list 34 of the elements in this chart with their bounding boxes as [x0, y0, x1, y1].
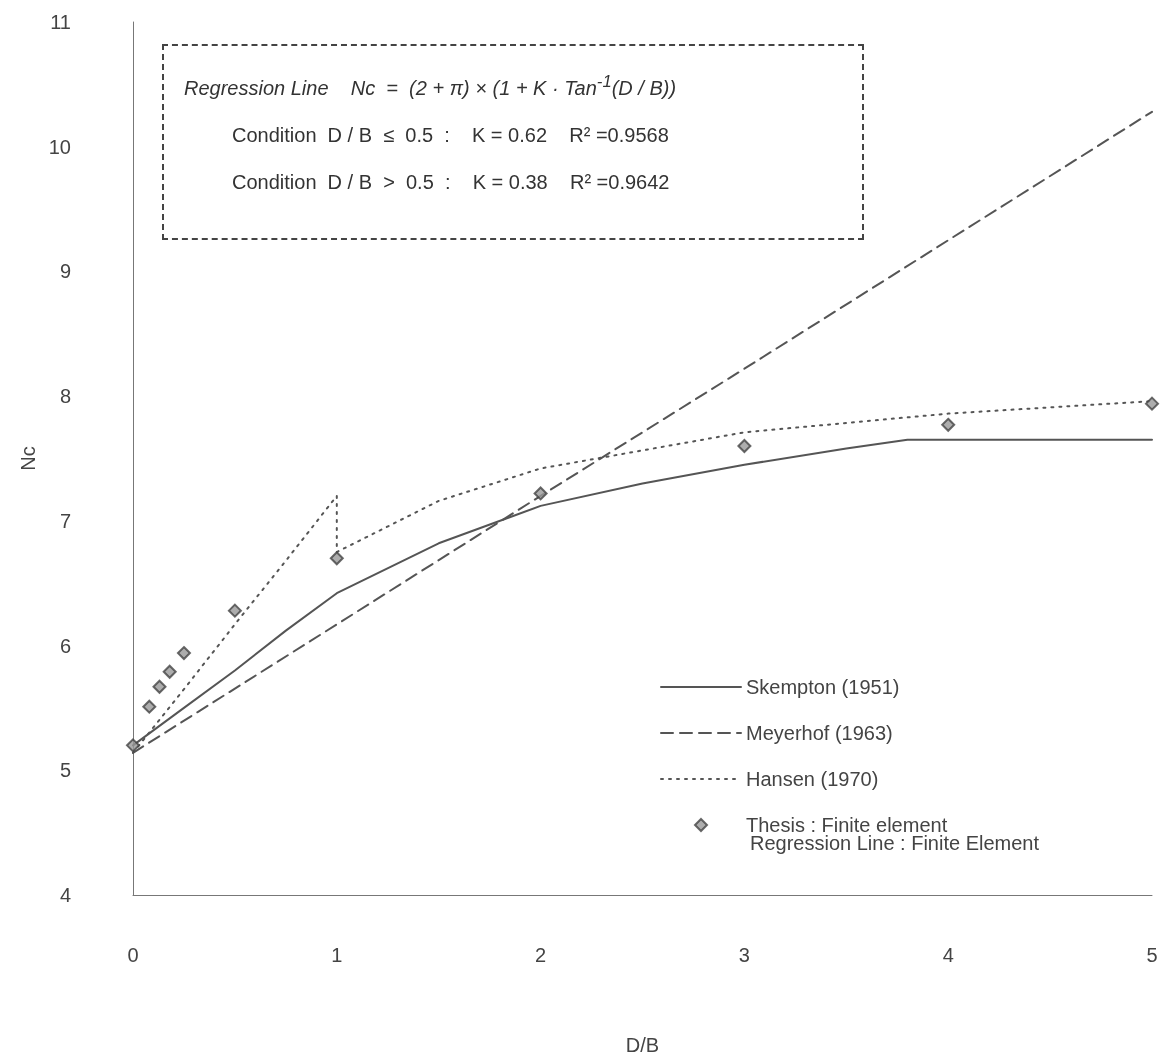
annotation: Condition D / B ≤ 0.5 : K = 0.62 R² =0.9568 — [231, 123, 670, 147]
x-tick-label: 3 — [738, 944, 750, 966]
y-axis-title: Nc — [16, 446, 39, 471]
y-tick-label: 5 — [59, 759, 71, 782]
x-tick-label: 0 — [127, 944, 139, 966]
point — [176, 646, 191, 661]
y-tick-label: 11 — [50, 11, 71, 33]
x-tick-label: 5 — [1146, 944, 1158, 966]
x-tick-label: 4 — [942, 944, 954, 966]
y-tick-label: 9 — [59, 260, 71, 283]
x-axis-title: D/B — [625, 1034, 660, 1056]
point — [152, 679, 167, 694]
legend-label: Skempton (1951) — [746, 676, 900, 698]
point — [126, 738, 140, 753]
annotation: Regression Line Nc = (2 + π) × (1 + K · Tan$^{-1}$(D / B)) — [184, 72, 678, 100]
point — [533, 486, 548, 501]
point — [737, 439, 752, 454]
x-tick-label: 1 — [331, 944, 343, 966]
point — [329, 551, 344, 566]
y-tick-label: 7 — [59, 509, 71, 532]
point — [227, 603, 242, 618]
equation-box: Regression Line Nc = (2 + π) × (1 + K · Tan$^{-1}$(D / B)) Condition D / B ≤ 0.5 : K = 0.62 R² =0.9568 Condition D / B > 0.5 : K = 0.38 R² =0.9642 — [162, 44, 864, 240]
legend-label: Hansen (1970) — [746, 768, 879, 790]
y-tick-label: 10 — [48, 135, 71, 158]
y-tick-label: 8 — [59, 385, 71, 408]
y-tick-label: 6 — [59, 634, 71, 657]
y-tick-label: 4 — [59, 884, 71, 906]
point — [142, 699, 157, 714]
annotation: Condition D / B > 0.5 : K = 0.38 R² =0.9642 — [231, 170, 671, 194]
x-tick-label: 2 — [535, 944, 547, 966]
legend-label: Meyerhof (1963) — [746, 722, 893, 744]
point — [162, 664, 177, 679]
point — [941, 417, 956, 432]
point — [1145, 396, 1159, 411]
